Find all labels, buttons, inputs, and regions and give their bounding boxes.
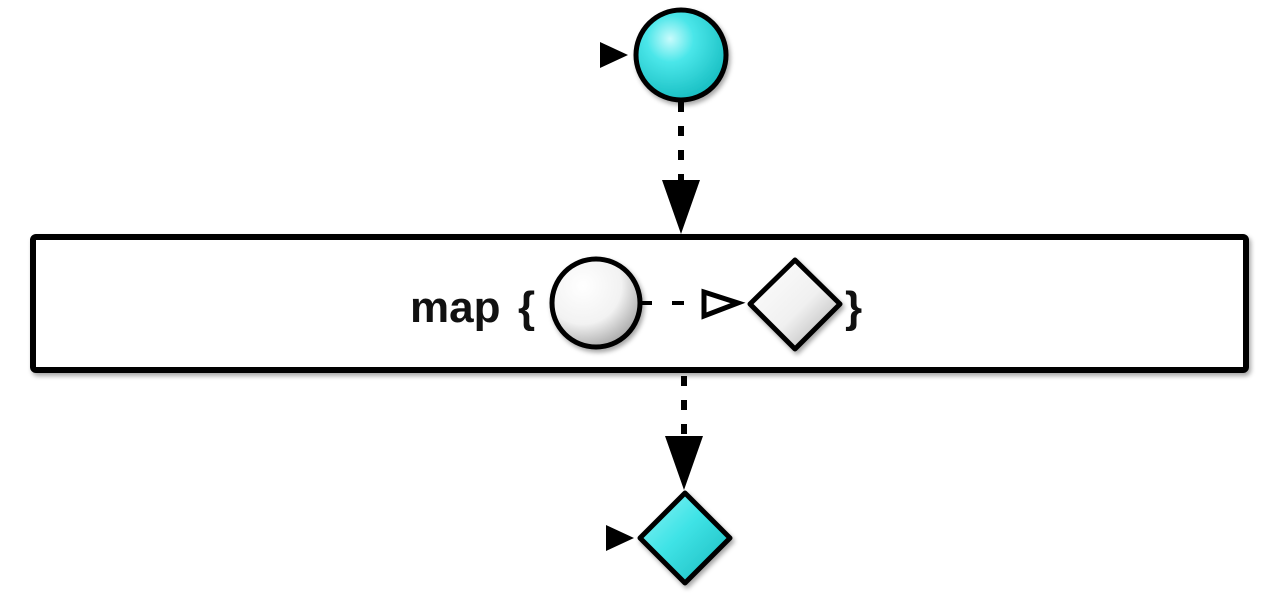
input-timeline-arrowhead — [600, 42, 628, 68]
circle-shape-icon — [549, 256, 643, 350]
input-to-operator-arrow — [662, 102, 700, 234]
operator-to-output-arrow — [665, 376, 703, 490]
diamond-marble-icon — [637, 490, 733, 586]
circle-marble-icon — [633, 7, 729, 103]
output-timeline — [33, 525, 634, 551]
open-triangle-arrow-icon — [641, 288, 746, 320]
diamond-shape-icon — [747, 257, 843, 352]
open-brace: { — [518, 283, 535, 332]
input-timeline — [33, 42, 628, 68]
operator-name: map — [410, 283, 500, 332]
output-timeline-arrowhead — [606, 525, 634, 551]
close-brace: } — [845, 283, 862, 332]
